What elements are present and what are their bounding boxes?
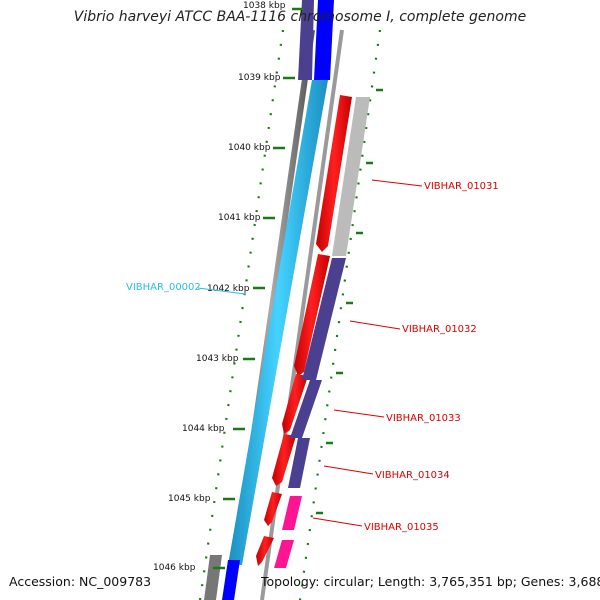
navy-feature-2 — [290, 380, 322, 438]
tick-labels: 1038 kbp 1039 kbp 1040 kbp 1041 kbp 1042… — [153, 1, 286, 573]
tick-label: 1039 kbp — [238, 73, 281, 83]
leader-line-vibhar-01032 — [349, 320, 401, 330]
gene-label-vibhar-01034: VIBHAR_01034 — [375, 470, 450, 481]
tick-label: 1042 kbp — [207, 284, 250, 294]
navy-feature-3 — [288, 438, 310, 488]
leader-line-vibhar-01031 — [371, 179, 423, 187]
navy-feature-1 — [302, 258, 346, 380]
red-cds-4 — [272, 434, 296, 486]
red-cds-3 — [282, 374, 308, 434]
tick-label: 1041 kbp — [218, 213, 261, 223]
gene-label-vibhar-00002: VIBHAR_00002 — [126, 282, 201, 293]
red-cds-6 — [256, 536, 274, 566]
gray-feature — [332, 97, 370, 256]
gene-label-vibhar-01033: VIBHAR_01033 — [386, 413, 461, 424]
gene-label-vibhar-01035: VIBHAR_01035 — [364, 522, 439, 533]
leader-line-vibhar-01035 — [312, 517, 363, 527]
navy-feature-top — [298, 0, 314, 80]
tick-label: 1046 kbp — [153, 563, 196, 573]
tick-label: 1045 kbp — [168, 494, 211, 504]
leader-lines — [197, 179, 423, 527]
red-cds-1 — [316, 95, 352, 252]
accession-label: Accession: NC_009783 — [9, 574, 152, 589]
reverse-cds-bottom — [222, 560, 240, 600]
gene-labels: VIBHAR_00002 VIBHAR_01031 VIBHAR_01032 V… — [126, 181, 499, 533]
tick-label: 1040 kbp — [228, 143, 271, 153]
right-tick-marks — [316, 88, 383, 515]
gene-label-vibhar-01031: VIBHAR_01031 — [424, 181, 499, 192]
leader-line-vibhar-01033 — [333, 409, 385, 418]
red-cds-2 — [294, 254, 330, 376]
tick-label: 1038 kbp — [243, 1, 286, 11]
gene-label-vibhar-01032: VIBHAR_01032 — [402, 324, 477, 335]
light-blue-cds — [228, 80, 328, 565]
map-title: Vibrio harveyi ATCC BAA-1116 chromosome … — [73, 9, 527, 25]
reverse-cds-top — [314, 0, 334, 80]
magenta-feature-2 — [274, 540, 294, 568]
leader-line-vibhar-00002 — [197, 287, 246, 295]
topology-summary: Topology: circular; Length: 3,765,351 bp… — [261, 574, 600, 589]
leader-line-vibhar-01034 — [323, 465, 374, 475]
tick-marks — [213, 7, 304, 570]
tick-label: 1043 kbp — [196, 354, 239, 364]
gray-feature-bottom — [204, 555, 222, 600]
red-cds-5 — [264, 492, 282, 526]
tick-label: 1044 kbp — [182, 424, 225, 434]
magenta-feature-1 — [282, 496, 302, 530]
